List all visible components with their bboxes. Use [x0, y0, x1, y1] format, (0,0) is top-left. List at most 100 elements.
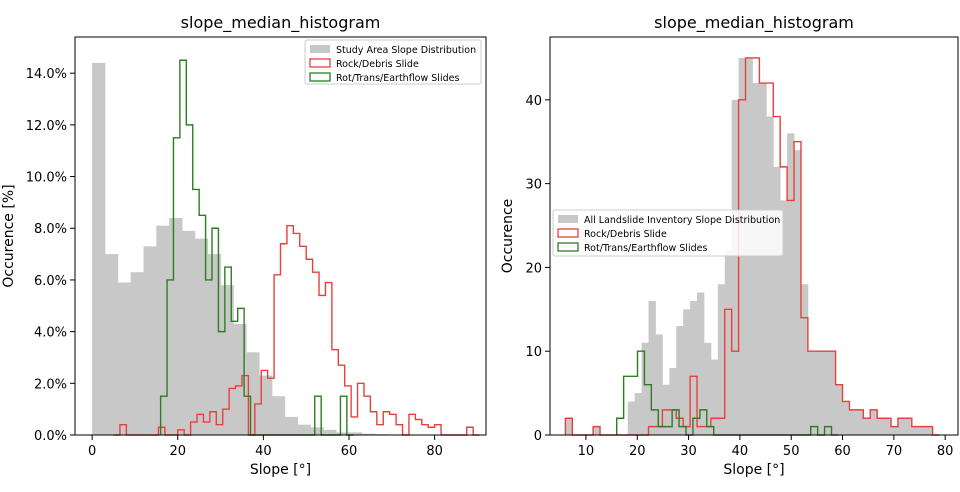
- histogram-bar: [835, 384, 843, 435]
- x-tick-label: 40: [732, 444, 749, 459]
- histogram-bar: [361, 433, 376, 435]
- histogram-bar: [821, 351, 830, 435]
- histogram-bar: [800, 284, 809, 435]
- histogram-bar: [669, 367, 677, 435]
- x-tick-label: 80: [937, 444, 954, 459]
- histogram-bar: [182, 230, 196, 435]
- x-tick-label: 60: [341, 444, 358, 459]
- histogram-bar: [676, 326, 684, 435]
- histogram-bar: [807, 351, 816, 435]
- histogram-bar: [169, 217, 183, 435]
- x-tick-label: 70: [886, 444, 903, 459]
- histogram-bar: [194, 238, 209, 435]
- histogram-bar: [117, 282, 132, 435]
- legend: Study Area Slope Distribution Rock/Debris…: [304, 39, 482, 85]
- legend: All Landslide Inventory Slope Distributi…: [552, 209, 784, 257]
- histogram-bar: [780, 200, 788, 435]
- y-tick-label: 12.0%: [26, 119, 67, 134]
- y-tick-label: 10: [525, 345, 542, 360]
- histogram-bar: [641, 342, 649, 435]
- legend-box: [304, 39, 482, 85]
- histogram-bar: [842, 401, 850, 435]
- histogram-bar: [773, 166, 781, 435]
- histogram-bar: [648, 300, 656, 435]
- y-tick-label: 6.0%: [34, 274, 67, 289]
- legend-swatch: [310, 45, 330, 53]
- y-tick-label: 30: [525, 178, 542, 193]
- histogram-bar: [156, 225, 170, 435]
- x-axis-label: Slope [°]: [723, 462, 784, 478]
- x-tick-label: 10: [578, 444, 595, 459]
- histogram-bar: [814, 351, 823, 435]
- histogram-bar: [565, 418, 573, 435]
- histogram-bar: [828, 351, 836, 435]
- histogram-bar: [233, 323, 247, 435]
- histogram-bar: [259, 375, 273, 435]
- left-histogram-panel: 0 20 40 60 80 0.0% 2.0% 4.0% 6.0% 8.0% 10.0% 12.0% 1…: [1, 13, 487, 478]
- histogram-bar: [690, 300, 698, 435]
- histogram-bar: [220, 285, 234, 435]
- histogram-bar: [683, 309, 691, 435]
- x-tick-label: 30: [680, 444, 697, 459]
- chart-title: slope_median_histogram: [654, 13, 854, 33]
- legend-swatch: [309, 72, 331, 82]
- histogram-bar: [634, 393, 643, 435]
- histogram-bar: [92, 62, 106, 436]
- y-tick-label: 2.0%: [34, 377, 67, 392]
- histogram-bar: [207, 254, 221, 435]
- x-tick-label: 80: [426, 444, 443, 459]
- y-tick-label: 4.0%: [34, 326, 67, 341]
- histogram-bar: [697, 292, 705, 435]
- histogram-bar: [297, 424, 311, 435]
- histogram-bar: [655, 334, 663, 435]
- chart-title: slope_median_histogram: [181, 13, 381, 33]
- histogram-bar: [731, 99, 740, 435]
- x-tick-label: 0: [88, 444, 96, 459]
- histogram-bar: [766, 116, 774, 435]
- histogram-bar: [918, 426, 927, 435]
- histogram-bar: [787, 133, 795, 435]
- histogram-bar: [911, 426, 920, 435]
- histogram-bar: [884, 418, 892, 435]
- x-tick-label: 60: [834, 444, 851, 459]
- histogram-bar: [246, 352, 260, 435]
- histogram-bar: [870, 409, 878, 435]
- legend-entry: Rock/Debris Slide: [584, 229, 667, 240]
- right-histogram-panel: 10 20 30 40 50 60 70 80 0 10 20 30 40 slope_median_hi…: [500, 13, 959, 478]
- axes-frame: [549, 36, 959, 436]
- x-tick-label: 20: [169, 444, 186, 459]
- histogram-bar: [849, 409, 857, 435]
- y-tick-label: 40: [525, 94, 542, 109]
- histogram-bar: [703, 342, 712, 435]
- axes-frame: [74, 36, 487, 436]
- step-line: [159, 59, 354, 436]
- legend-swatch: [309, 58, 331, 68]
- series-all-landslide-inventory-slope-distribution: [565, 57, 933, 436]
- legend-entry: Rock/Debris Slide: [336, 59, 419, 70]
- histogram-bar: [710, 359, 719, 435]
- legend-entry: Rot/Trans/Earthflow Slides: [584, 243, 707, 254]
- x-tick-label: 40: [255, 444, 272, 459]
- y-tick-label: 14.0%: [26, 67, 67, 82]
- y-tick-label: 0: [534, 429, 542, 444]
- x-tick-label: 50: [783, 444, 800, 459]
- y-axis-label: Occurence: [500, 199, 516, 274]
- legend-box: [552, 209, 784, 257]
- y-tick-label: 8.0%: [34, 222, 67, 237]
- series-rot-trans-earthflow-slides: [159, 59, 354, 436]
- histogram-bar: [104, 254, 119, 435]
- histogram-bar: [759, 83, 767, 435]
- legend-entry: All Landslide Inventory Slope Distributi…: [584, 215, 780, 226]
- x-axis-label: Slope [°]: [250, 462, 311, 478]
- histogram-bar: [323, 429, 337, 435]
- histogram-bar: [897, 418, 906, 435]
- series-study-area-slope-distribution: [92, 62, 465, 436]
- histogram-bar: [349, 432, 363, 435]
- legend-entry: Study Area Slope Distribution: [336, 45, 476, 56]
- histogram-bar: [143, 246, 157, 435]
- histogram-bar: [717, 284, 726, 435]
- legend-swatch: [557, 242, 579, 252]
- histogram-bar: [877, 418, 885, 435]
- legend-swatch: [558, 215, 578, 223]
